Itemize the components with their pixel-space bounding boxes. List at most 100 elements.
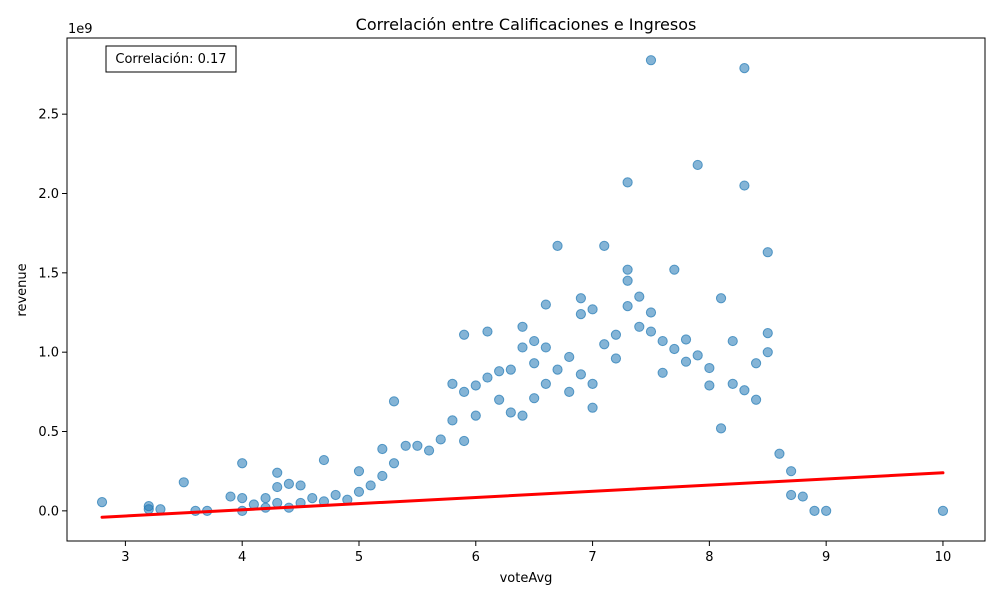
data-point: [610, 329, 622, 340]
y-axis-label: revenue: [15, 263, 30, 316]
data-point: [622, 275, 633, 286]
data-point: [575, 308, 586, 320]
data-point: [774, 448, 785, 459]
x-axis-label: voteAvg: [500, 571, 553, 586]
data-point: [529, 393, 540, 404]
data-point: [353, 466, 365, 477]
data-point: [704, 380, 715, 391]
data-point: [318, 454, 330, 466]
data-point: [715, 423, 727, 434]
data-point: [821, 505, 832, 516]
data-point: [494, 394, 505, 405]
x-tick-label: 4: [238, 550, 246, 565]
data-point: [272, 497, 283, 509]
data-point: [237, 493, 248, 504]
data-point: [540, 299, 551, 310]
data-point: [435, 434, 446, 445]
data-point: [750, 358, 762, 369]
data-point: [645, 55, 657, 66]
data-point: [494, 366, 505, 377]
x-axis: 3 4 5 6 7 8 9 10: [121, 541, 951, 565]
data-point: [622, 177, 633, 188]
data-point: [587, 378, 598, 390]
data-point: [529, 358, 540, 369]
data-point: [599, 240, 610, 251]
data-point: [272, 481, 283, 493]
data-point: [715, 293, 727, 304]
data-point: [762, 328, 773, 339]
data-point: [669, 264, 680, 275]
trend-line: [100, 471, 945, 519]
data-point: [552, 240, 563, 251]
data-point: [260, 493, 271, 504]
data-point: [307, 493, 318, 504]
data-point: [739, 385, 750, 396]
data-point: [622, 301, 633, 312]
data-point: [587, 304, 598, 315]
data-point: [517, 410, 528, 421]
data-point: [529, 335, 540, 347]
y-offset-label: 1e9: [68, 22, 93, 37]
data-point: [727, 378, 738, 390]
x-tick-label: 9: [822, 550, 830, 565]
data-point: [482, 372, 493, 383]
data-point: [750, 394, 762, 405]
trend-layer: [100, 471, 945, 519]
data-point: [786, 466, 797, 477]
x-tick-label: 8: [705, 550, 713, 565]
x-tick-label: 5: [355, 550, 363, 565]
data-point: [657, 367, 668, 378]
data-point: [797, 491, 808, 502]
data-point: [692, 350, 703, 361]
data-point: [283, 478, 295, 489]
data-point: [353, 486, 365, 497]
data-point: [517, 321, 528, 332]
data-point: [400, 440, 411, 451]
data-point: [505, 364, 516, 375]
data-point: [727, 335, 738, 347]
data-point: [412, 440, 423, 451]
x-tick-label: 6: [472, 550, 480, 565]
data-point: [459, 386, 470, 397]
data-point: [552, 364, 563, 375]
data-point: [505, 407, 516, 418]
x-tick-label: 7: [588, 550, 596, 565]
data-point: [575, 369, 586, 380]
data-point: [96, 497, 108, 508]
data-point: [645, 326, 657, 337]
data-point: [423, 445, 435, 456]
chart-title: Correlación entre Calificaciones e Ingre…: [356, 15, 697, 34]
y-tick-label: 2.0: [38, 187, 59, 202]
data-point: [809, 505, 820, 516]
data-point: [680, 356, 692, 367]
data-point: [459, 329, 470, 340]
data-point: [377, 443, 388, 455]
data-point: [470, 410, 481, 421]
data-point: [564, 386, 575, 397]
data-point: [388, 396, 400, 407]
x-tick-label: 10: [935, 550, 952, 565]
data-point: [237, 458, 248, 469]
y-tick-label: 1.5: [38, 266, 59, 281]
data-point: [540, 378, 551, 390]
data-point: [225, 491, 236, 502]
data-point: [272, 467, 283, 478]
data-point: [459, 435, 470, 447]
data-point: [564, 351, 575, 363]
data-point: [739, 180, 750, 191]
data-point: [330, 489, 341, 501]
data-point: [634, 321, 645, 332]
y-axis: 0.0 0.5 1.0 1.5 2.0 2.5: [38, 108, 67, 519]
data-point: [762, 347, 773, 358]
data-point: [517, 342, 528, 353]
data-point: [377, 470, 388, 482]
data-point: [575, 293, 586, 304]
data-point: [645, 307, 657, 318]
data-point: [470, 380, 481, 391]
y-tick-label: 0.5: [38, 425, 59, 440]
data-point: [388, 458, 400, 469]
x-tick-label: 3: [121, 550, 129, 565]
data-point: [739, 63, 750, 74]
data-point: [295, 480, 306, 491]
